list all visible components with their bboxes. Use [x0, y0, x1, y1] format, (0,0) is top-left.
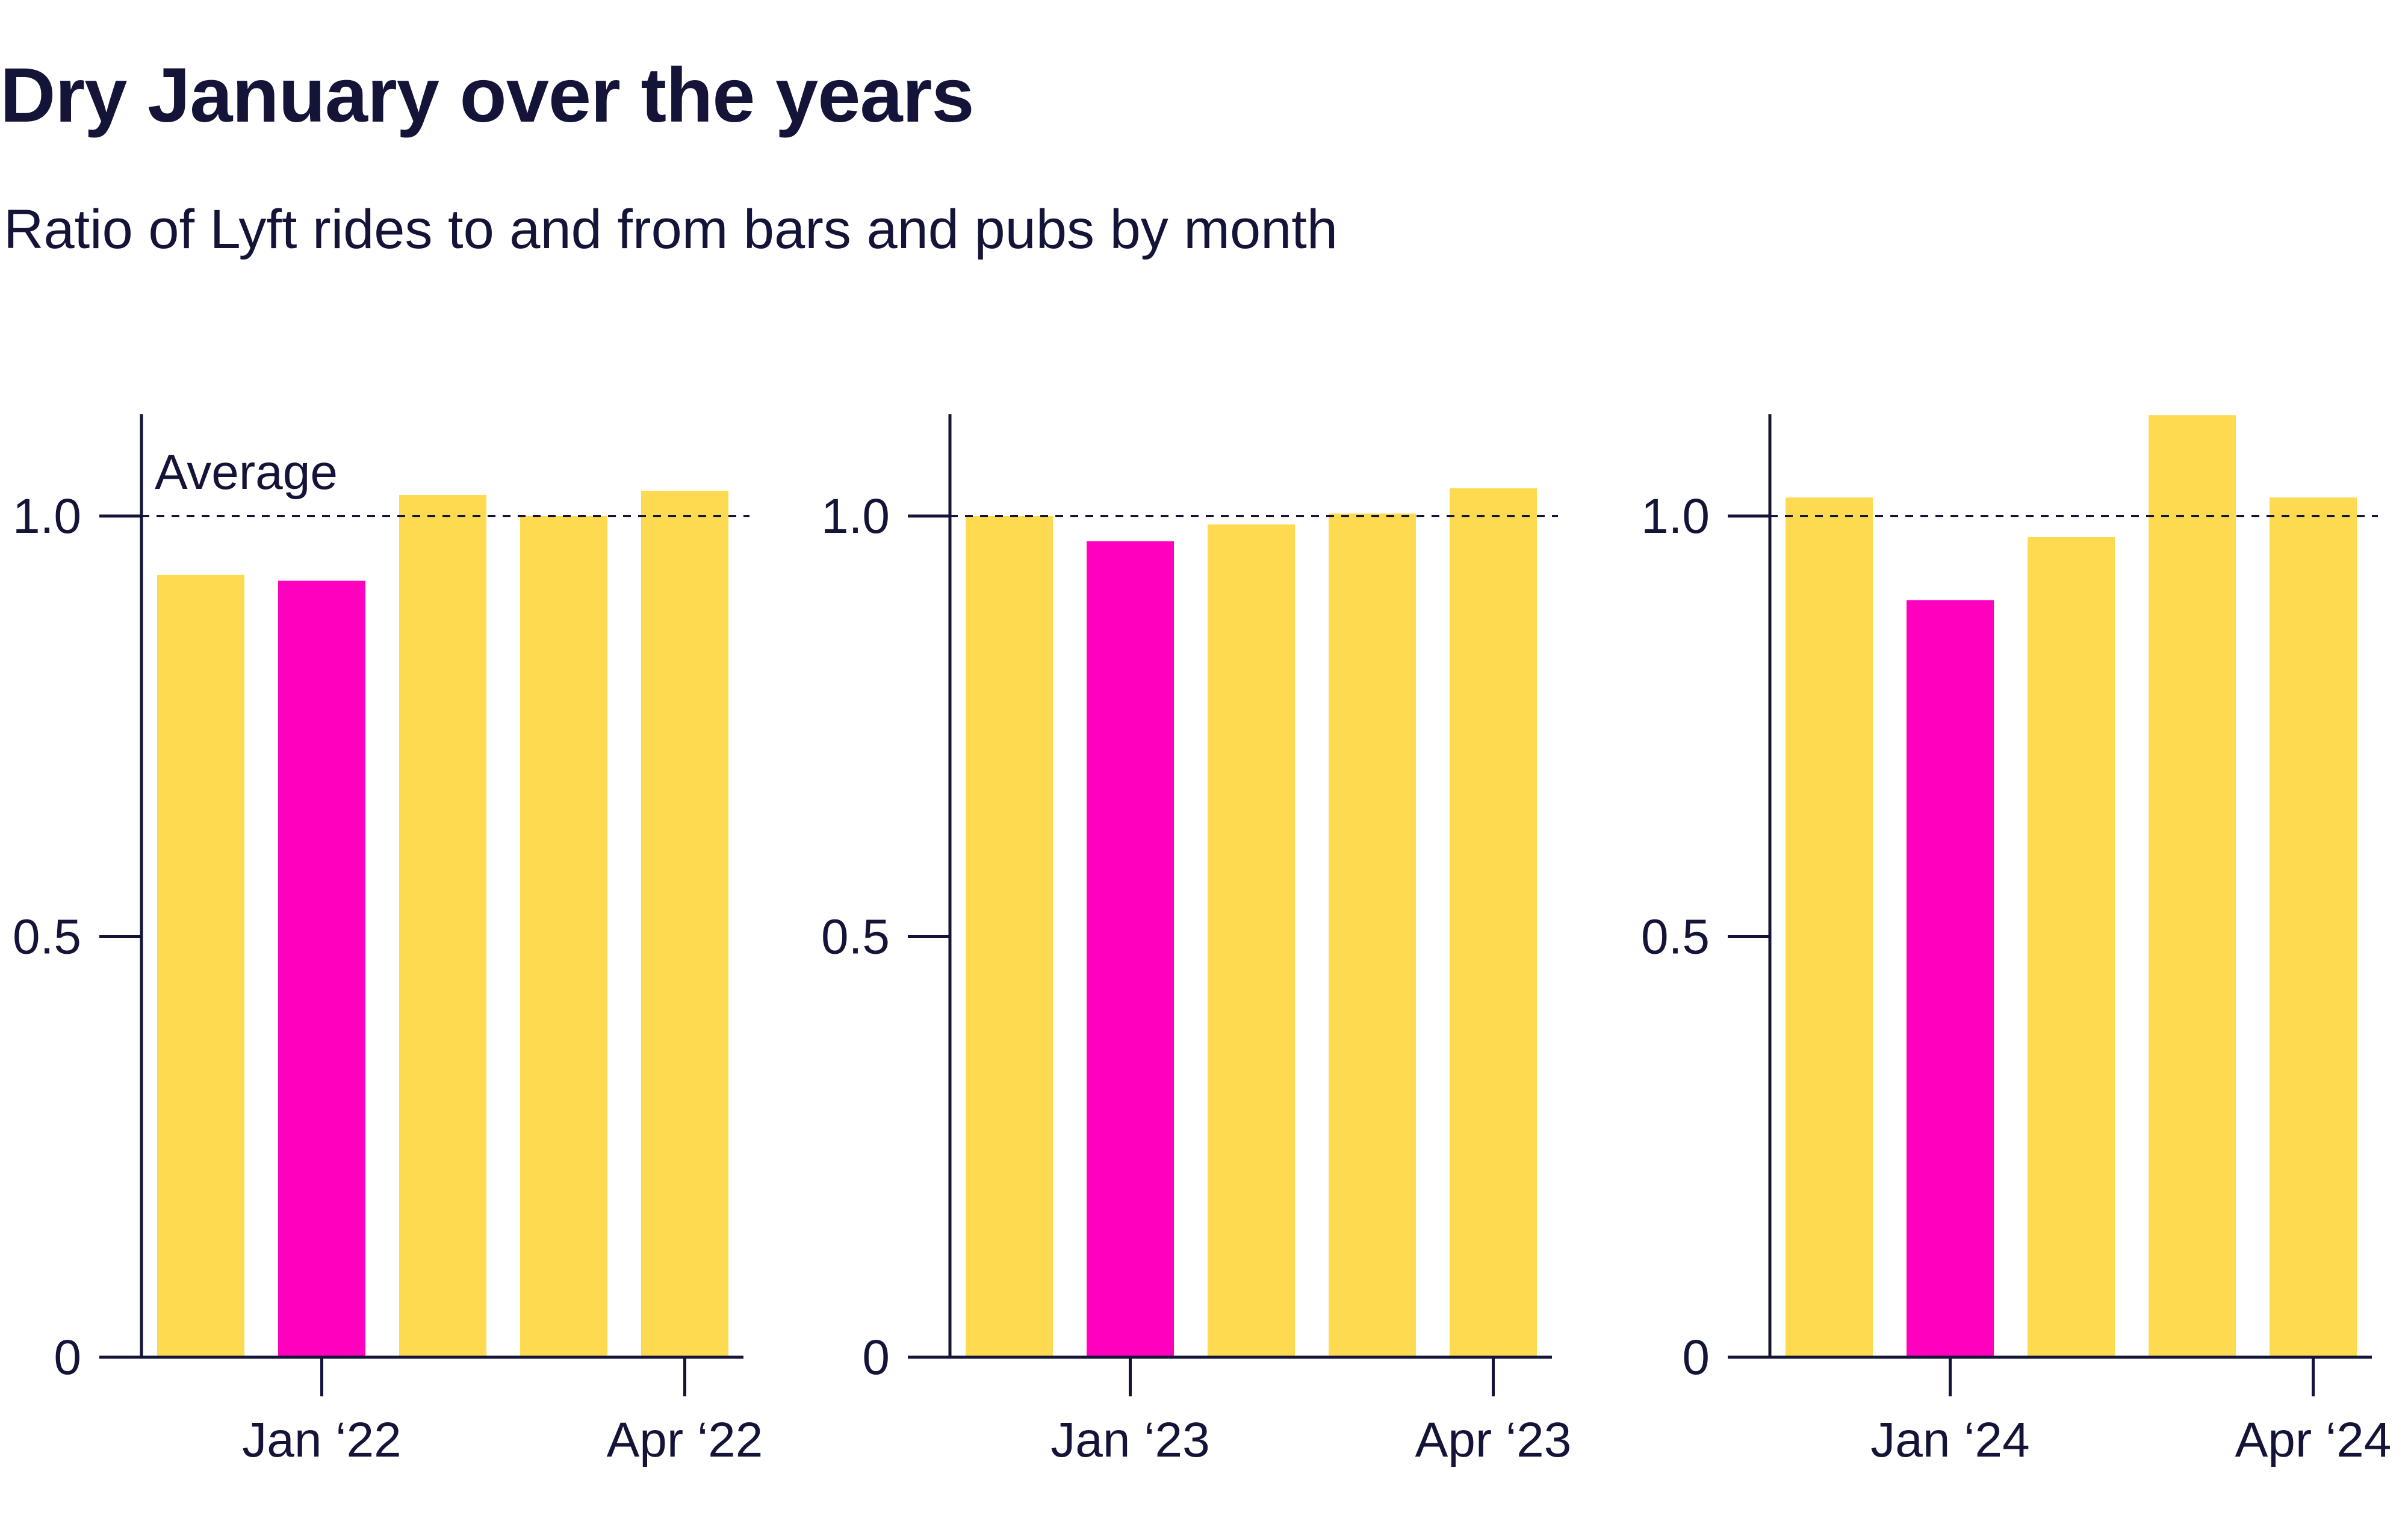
- bar-2022-2: [278, 580, 365, 1357]
- bar-2024-4: [2149, 415, 2236, 1357]
- chart-title: Dry January over the years: [0, 52, 975, 138]
- y-tick-label-2022-1.0: 1.0: [13, 489, 81, 544]
- chart-subtitle: Ratio of Lyft rides to and from bars and…: [4, 199, 1338, 260]
- y-tick-label-2022-0: 0: [54, 1330, 81, 1385]
- bar-2023-4: [1329, 513, 1416, 1357]
- bar-2022-5: [641, 491, 728, 1357]
- bar-2023-5: [1450, 488, 1537, 1358]
- x-tick-label-2023-1: Jan ‘23: [1050, 1413, 1209, 1467]
- bar-2024-5: [2270, 497, 2357, 1357]
- x-tick-label-2024-1: Jan ‘24: [1870, 1413, 2029, 1467]
- y-tick-label-2022-0.5: 0.5: [13, 910, 81, 965]
- bar-2022-4: [520, 516, 607, 1357]
- y-tick-label-2023-0: 0: [862, 1330, 890, 1385]
- bar-2022-1: [157, 574, 244, 1357]
- x-tick-label-2022-1: Jan ‘22: [242, 1413, 401, 1467]
- bar-2024-1: [1786, 497, 1873, 1357]
- y-tick-label-2023-0.5: 0.5: [821, 910, 890, 965]
- x-tick-label-2022-4: Apr ‘22: [607, 1413, 763, 1467]
- bar-2023-1: [966, 516, 1053, 1357]
- y-tick-label-2024-0.5: 0.5: [1641, 910, 1710, 965]
- bar-2023-3: [1208, 524, 1295, 1357]
- average-label: Average: [155, 445, 338, 500]
- y-tick-label-2024-1.0: 1.0: [1641, 489, 1710, 544]
- bar-2024-3: [2028, 537, 2115, 1357]
- bar-2023-2: [1087, 541, 1174, 1358]
- y-tick-label-2024-0: 0: [1682, 1330, 1710, 1385]
- x-tick-label-2024-4: Apr ‘24: [2235, 1413, 2392, 1467]
- y-tick-label-2023-1.0: 1.0: [821, 489, 890, 544]
- bar-2022-3: [399, 495, 486, 1358]
- x-tick-label-2023-4: Apr ‘23: [1415, 1413, 1572, 1467]
- bar-2024-2: [1907, 600, 1994, 1358]
